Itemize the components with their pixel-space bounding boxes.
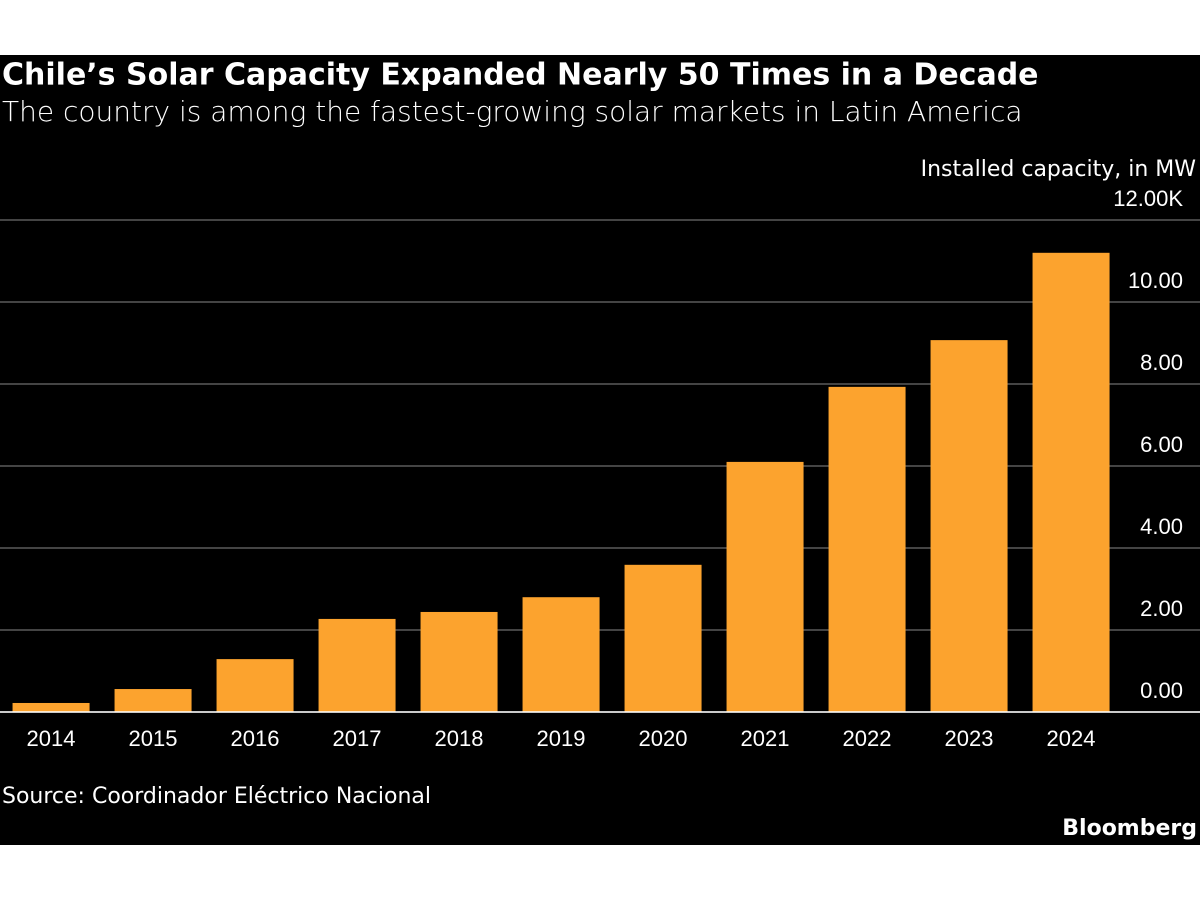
y-axis-label: Installed capacity, in MW — [921, 157, 1197, 182]
source: Source: Coordinador Eléctrico Nacional — [2, 784, 431, 809]
x-tick-label: 2015 — [129, 726, 178, 751]
bar — [216, 659, 294, 712]
x-tick-label: 2023 — [945, 726, 994, 751]
x-tick-label: 2021 — [741, 726, 790, 751]
bar — [1032, 252, 1110, 713]
brand: Bloomberg — [1062, 816, 1197, 841]
x-tick-label: 2022 — [843, 726, 892, 751]
bar — [420, 611, 498, 712]
x-tick-label: 2020 — [639, 726, 688, 751]
bar — [726, 461, 804, 712]
bar — [828, 386, 906, 712]
x-tick-label: 2018 — [435, 726, 484, 751]
x-tick-label: 2024 — [1047, 726, 1096, 751]
chart-title: Chile’s Solar Capacity Expanded Nearly 5… — [2, 58, 1039, 93]
bar — [12, 702, 90, 712]
y-tick-label: 4.00 — [1140, 514, 1183, 539]
bar — [930, 340, 1008, 712]
y-tick-label: 10.00 — [1128, 268, 1183, 293]
chart-subtitle: The country is among the fastest-growing… — [2, 95, 1023, 128]
y-tick-label: 6.00 — [1140, 432, 1183, 457]
x-tick-label: 2017 — [333, 726, 382, 751]
y-tick-label: 8.00 — [1140, 350, 1183, 375]
y-tick-label: 2.00 — [1140, 596, 1183, 621]
bar — [522, 597, 600, 712]
bar — [114, 689, 192, 712]
y-tick-label: 12.00K — [1113, 186, 1183, 211]
y-tick-label: 0.00 — [1140, 678, 1183, 703]
x-tick-label: 2019 — [537, 726, 586, 751]
x-tick-label: 2016 — [231, 726, 280, 751]
bar — [318, 618, 396, 712]
x-tick-label: 2014 — [27, 726, 76, 751]
bar — [624, 564, 702, 712]
